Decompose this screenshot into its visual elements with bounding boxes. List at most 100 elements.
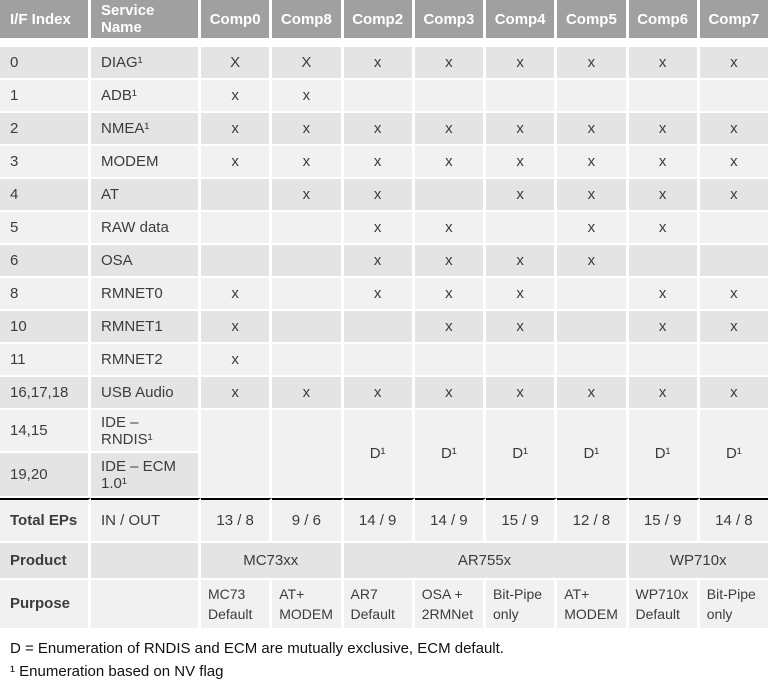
cell-value: 15 / 9	[628, 498, 700, 543]
composition-table: I/F Index Service Name Comp0 Comp8 Comp2…	[0, 0, 768, 630]
cell-if-index: 14,15	[0, 410, 91, 453]
cell-value	[699, 80, 768, 113]
row-purpose: Purpose MC73 Default AT+ MODEM AR7 Default O…	[0, 580, 768, 630]
cell-value: x	[699, 47, 768, 80]
cell-value: x	[343, 179, 415, 212]
cell-value	[628, 245, 700, 278]
cell-value: x	[414, 212, 486, 245]
cell-service-name: DIAG¹	[91, 47, 201, 80]
cell-value	[201, 179, 273, 212]
usb-interface-composition-table: I/F Index Service Name Comp0 Comp8 Comp2…	[0, 0, 768, 630]
cell-value: X	[272, 47, 344, 80]
header-row: I/F Index Service Name Comp0 Comp8 Comp2…	[0, 0, 768, 47]
cell-value: 14 / 9	[414, 498, 486, 543]
cell-if-index: 10	[0, 311, 91, 344]
row-14-15-ide-rndis: 14,15 IDE – RNDIS¹ D¹ D¹ D¹ D¹ D¹ D¹	[0, 410, 768, 498]
row-16-17-18-usb-audio: 16,17,18 USB Audio x x x x x x x x	[0, 377, 768, 410]
cell-value: x	[699, 146, 768, 179]
cell-service-name: RMNET1	[91, 311, 201, 344]
cell-value: x	[557, 212, 629, 245]
cell-value: MC73xx	[201, 543, 344, 580]
cell-value: x	[272, 146, 344, 179]
cell-value: x	[343, 146, 415, 179]
cell-value: x	[486, 278, 558, 311]
cell-value: x	[699, 278, 768, 311]
cell-if-index: 19,20	[0, 453, 91, 498]
cell-if-index: 8	[0, 278, 91, 311]
cell-value: Bit-Pipe only	[699, 580, 768, 630]
cell-if-index: 6	[0, 245, 91, 278]
cell-value: MC73 Default	[201, 580, 273, 630]
cell-value	[557, 278, 629, 311]
column-header-comp4: Comp4	[486, 0, 558, 47]
cell-value: x	[699, 311, 768, 344]
cell-if-index: 3	[0, 146, 91, 179]
cell-value	[272, 212, 344, 245]
cell-service-name: RMNET0	[91, 278, 201, 311]
cell-value	[557, 311, 629, 344]
cell-value: x	[343, 212, 415, 245]
row-19-20-ide-ecm: 19,20 IDE – ECM 1.0¹	[0, 453, 768, 498]
cell-value: x	[628, 212, 700, 245]
cell-value: x	[699, 377, 768, 410]
cell-value	[699, 245, 768, 278]
cell-value: x	[343, 278, 415, 311]
cell-value: x	[486, 245, 558, 278]
column-header-comp2: Comp2	[343, 0, 415, 47]
cell-value	[628, 80, 700, 113]
cell-value	[201, 410, 273, 498]
cell-value: x	[201, 113, 273, 146]
cell-if-index: 11	[0, 344, 91, 377]
cell-value	[272, 245, 344, 278]
row-2-nmea: 2 NMEA¹ x x x x x x x x	[0, 113, 768, 146]
cell-value: x	[628, 278, 700, 311]
row-5-raw-data: 5 RAW data x x x x	[0, 212, 768, 245]
cell-value: 12 / 8	[557, 498, 629, 543]
cell-value	[272, 311, 344, 344]
cell-value: x	[486, 179, 558, 212]
row-1-adb: 1 ADB¹ x x	[0, 80, 768, 113]
cell-value: D¹	[414, 410, 486, 498]
cell-value: D¹	[343, 410, 415, 498]
cell-if-index: 5	[0, 212, 91, 245]
cell-value	[272, 344, 344, 377]
cell-value: x	[272, 113, 344, 146]
cell-value: x	[557, 146, 629, 179]
cell-value: x	[557, 113, 629, 146]
cell-value: 14 / 8	[699, 498, 768, 543]
cell-service-name: USB Audio	[91, 377, 201, 410]
cell-value: X	[201, 47, 273, 80]
cell-value: x	[272, 377, 344, 410]
row-11-rmnet2: 11 RMNET2 x	[0, 344, 768, 377]
cell-value: x	[414, 47, 486, 80]
cell-value: 14 / 9	[343, 498, 415, 543]
cell-value: x	[414, 113, 486, 146]
row-product: Product MC73xx AR755x WP710x	[0, 543, 768, 580]
row-4-at: 4 AT x x x x x x	[0, 179, 768, 212]
cell-value	[486, 344, 558, 377]
cell-value: WP710x	[628, 543, 768, 580]
cell-value: x	[414, 245, 486, 278]
column-header-comp3: Comp3	[414, 0, 486, 47]
cell-value: x	[414, 146, 486, 179]
cell-service-name	[91, 543, 201, 580]
cell-value: x	[628, 113, 700, 146]
cell-value: x	[699, 113, 768, 146]
cell-value: AR7 Default	[343, 580, 415, 630]
cell-service-name: RAW data	[91, 212, 201, 245]
cell-value: 9 / 6	[272, 498, 344, 543]
cell-value: x	[272, 179, 344, 212]
column-header-comp6: Comp6	[628, 0, 700, 47]
cell-value	[557, 344, 629, 377]
cell-value: x	[201, 344, 273, 377]
row-3-modem: 3 MODEM x x x x x x x x	[0, 146, 768, 179]
cell-value: x	[343, 113, 415, 146]
footnote-1: ¹ Enumeration based on NV flag	[10, 663, 224, 680]
cell-value: x	[557, 377, 629, 410]
cell-value: x	[343, 245, 415, 278]
cell-value	[486, 80, 558, 113]
cell-value: x	[628, 146, 700, 179]
column-header-comp8: Comp8	[272, 0, 344, 47]
